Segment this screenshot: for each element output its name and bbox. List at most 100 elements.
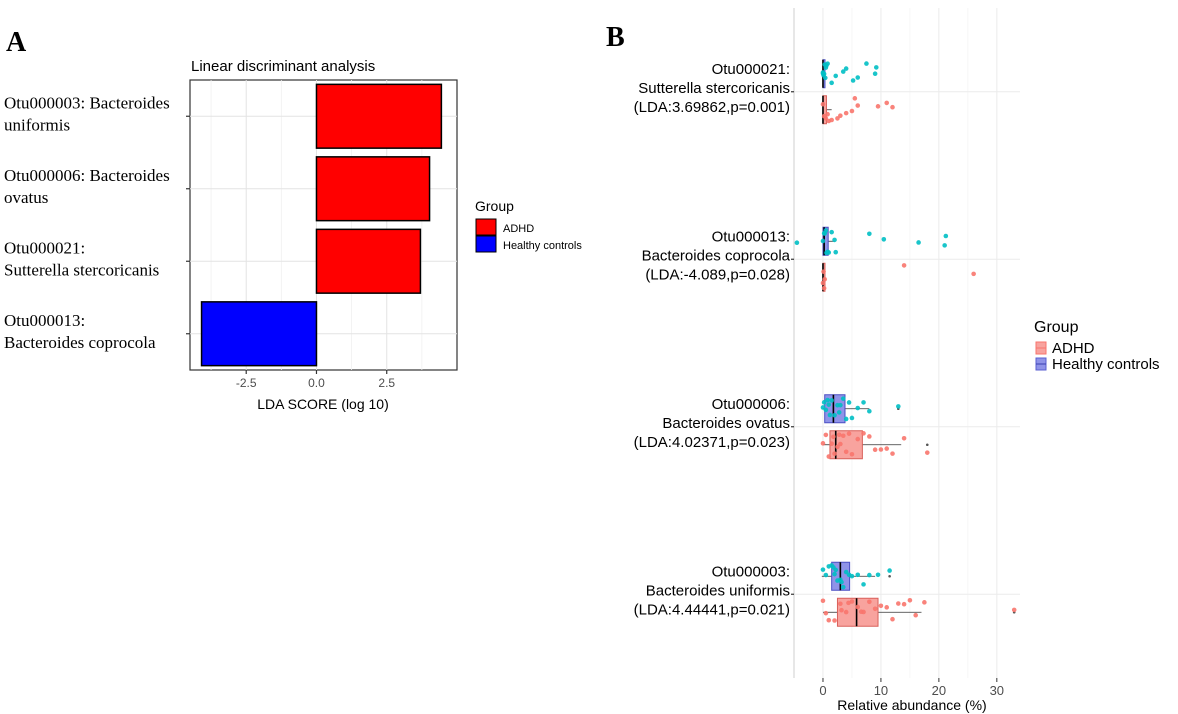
jitter-point	[820, 101, 826, 107]
jitter-point	[829, 117, 834, 123]
jitter-point	[890, 451, 895, 456]
jitter-point	[829, 80, 834, 86]
panel-b-letter: B	[606, 22, 625, 53]
jitter-point	[855, 75, 861, 80]
jitter-point	[849, 415, 855, 421]
jitter-point	[901, 601, 907, 607]
jitter-point	[875, 104, 881, 109]
lda-bar	[315, 83, 443, 149]
jitter-point	[824, 250, 829, 256]
panel-b-category-labels: Otu000021: Sutterella stercoricanis (LDA:3…	[634, 61, 794, 618]
jitter-point	[843, 66, 849, 71]
jitter-point	[823, 572, 829, 578]
jitter-point	[861, 400, 866, 405]
jitter-point	[861, 431, 866, 436]
jitter-point	[875, 572, 881, 578]
jitter-point	[826, 617, 832, 623]
jitter-point	[832, 237, 837, 243]
jitter-point	[839, 607, 844, 613]
jitter-point	[827, 412, 833, 418]
jitter-point	[849, 599, 855, 604]
panel-b-category-label: Otu000003: Bacteroides uniformis (LDA:4.44…	[634, 563, 790, 618]
jitter-point	[838, 113, 843, 118]
jitter-point	[820, 598, 826, 604]
panel-b-marks	[794, 59, 1017, 627]
jitter-point	[843, 609, 849, 615]
panel-a-letter: A	[6, 27, 27, 58]
panel-a-category-label: Otu000021: Sutterella stercoricanis	[4, 238, 159, 279]
jitter-point	[831, 565, 836, 570]
jitter-point	[833, 249, 839, 255]
jitter-point	[840, 396, 846, 401]
panel-a-x-tick-label: -2.5	[236, 376, 257, 390]
jitter-point	[884, 605, 890, 610]
jitter-point	[942, 243, 947, 248]
jitter-point	[843, 449, 849, 455]
jitter-point	[840, 584, 846, 590]
panel-a-category-label: Otu000006: Bacteroides ovatus	[4, 166, 170, 207]
jitter-point	[832, 412, 837, 418]
jitter-point	[884, 446, 890, 451]
panel-a: A Linear discriminant analysis Otu000003…	[4, 27, 582, 412]
jitter-point	[971, 271, 976, 277]
jitter-point	[887, 568, 892, 573]
legend-b-label-adhd: ADHD	[1052, 340, 1095, 357]
boxplot-outlier	[925, 443, 929, 447]
jitter-point	[855, 436, 861, 442]
jitter-point	[835, 444, 840, 450]
jitter-point	[855, 405, 861, 411]
jitter-point	[861, 582, 866, 587]
jitter-point	[916, 240, 921, 245]
jitter-point	[840, 69, 846, 74]
jitter-point	[823, 407, 829, 413]
panel-a-category-label: Otu000013: Bacteroides coprocola	[4, 311, 156, 352]
panel-a-legend-title: Group	[475, 198, 514, 214]
panel-b-x-ticks: 0 10 20 30	[819, 678, 1004, 698]
panel-b-legend: Group ADHD Healthy controls	[1034, 319, 1160, 373]
jitter-point	[829, 398, 834, 403]
jitter-point	[843, 110, 849, 116]
jitter-point	[821, 231, 827, 236]
jitter-point	[907, 597, 913, 603]
jitter-point	[822, 277, 828, 282]
panel-b-gridlines	[793, 8, 1020, 678]
jitter-point	[833, 73, 839, 79]
jitter-point	[824, 63, 829, 68]
legend-label-adhd: ADHD	[503, 223, 534, 235]
panel-a-category-label: Otu000003: Bacteroides uniformis	[4, 93, 170, 134]
jitter-point	[884, 100, 890, 106]
jitter-point	[852, 96, 858, 101]
panel-b-legend-title: Group	[1034, 319, 1079, 336]
panel-b-category-label: Otu000013: Bacteroides coprocola (LDA:-4.0…	[642, 228, 791, 283]
jitter-point	[829, 229, 834, 235]
panel-a-x-ticks: -2.5 0.0 2.5	[236, 370, 395, 390]
jitter-point	[846, 400, 852, 405]
jitter-point	[896, 601, 901, 606]
panel-a-x-tick-label: 0.0	[308, 376, 325, 390]
jitter-point	[855, 572, 861, 578]
panel-b-plot-area	[794, 8, 1020, 678]
jitter-point	[872, 447, 878, 453]
jitter-point	[850, 78, 856, 83]
jitter-point	[867, 572, 872, 578]
jitter-point	[843, 416, 849, 422]
lda-bar	[200, 301, 318, 367]
panel-a-x-axis-label: LDA SCORE (log 10)	[257, 396, 389, 412]
panel-a-title: Linear discriminant analysis	[191, 58, 375, 75]
panel-b-category-label: Otu000021: Sutterella stercoricanis (LDA:3…	[634, 61, 790, 116]
panel-b-x-tick-label: 0	[819, 683, 826, 698]
jitter-point	[839, 579, 844, 585]
panel-b-x-tick-label: 30	[990, 683, 1004, 698]
panel-b-x-tick-label: 20	[932, 683, 946, 698]
panel-a-legend: Group ADHD Healthy controls	[475, 198, 582, 253]
panel-a-x-tick-label: 2.5	[378, 376, 395, 390]
jitter-point	[831, 434, 836, 440]
jitter-point	[821, 400, 827, 405]
jitter-point	[840, 433, 846, 439]
jitter-point	[896, 404, 901, 409]
jitter-point	[890, 616, 895, 622]
jitter-point	[826, 454, 832, 459]
jitter-point	[873, 65, 879, 70]
jitter-point	[849, 108, 855, 114]
